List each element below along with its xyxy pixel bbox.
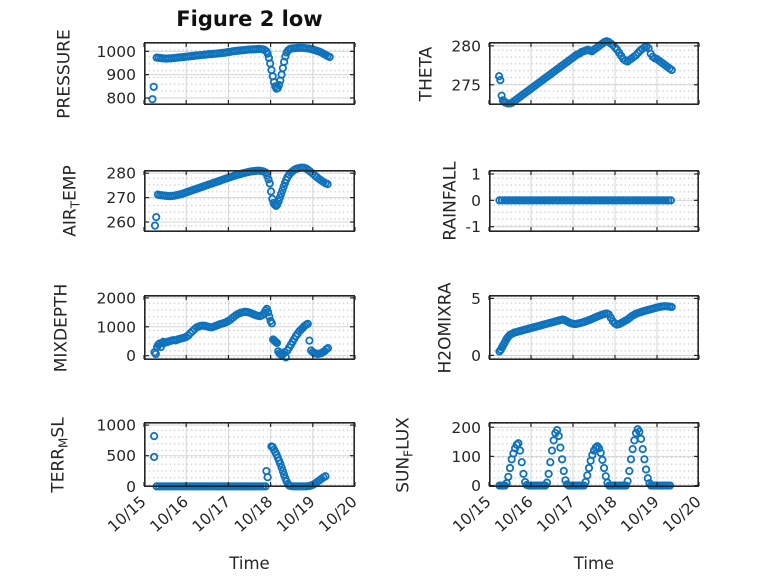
subplot-air-temp: 260 270 280 AIRTEMP: [60, 163, 356, 237]
y-tick-label: 1000: [97, 318, 136, 336]
tick-marks: [488, 171, 700, 231]
y-tick-label: 500: [106, 447, 136, 465]
subplot-terr-msl: 0 500 1000 10/15 10/16 10/17 10/18 10/19 10/20 TE…: [48, 417, 361, 536]
x-tick-label: 10/19: [273, 493, 318, 536]
plot-area: -1 0 1: [466, 165, 700, 236]
tick-marks: [143, 43, 356, 104]
tick-marks: [143, 423, 356, 487]
y-tick-label: 1: [471, 165, 481, 183]
y-axis-label: RAINFALL: [440, 161, 461, 241]
y-tick-label: 200: [451, 419, 481, 437]
figure-title: Figure 2 low: [176, 7, 323, 31]
y-tick-label: 280: [106, 165, 136, 183]
data-series: [150, 304, 333, 362]
axes-box: [489, 422, 699, 488]
data-series: [495, 196, 675, 205]
x-tick-label: 10/16: [147, 493, 192, 536]
minor-grid: [144, 295, 355, 360]
major-grid: [144, 422, 355, 487]
x-tick-label: 10/20: [659, 493, 704, 536]
y-tick-label: 1000: [97, 417, 136, 435]
data-series: [150, 163, 332, 230]
x-tick-label: 10/15: [104, 493, 149, 536]
plot-area: 0 1000 2000: [97, 289, 356, 365]
y-tick-label: 270: [106, 189, 136, 207]
y-tick-label: 5: [471, 290, 481, 308]
x-tick-label: 10/15: [449, 493, 494, 536]
y-tick-label: 0: [126, 478, 136, 496]
y-axis-label: THETA: [416, 46, 437, 101]
y-axis-label: MIXDEPTH: [51, 283, 72, 372]
y-tick-label: 260: [106, 213, 136, 231]
y-tick-label: -1: [466, 218, 481, 236]
y-tick-label: 900: [106, 66, 136, 84]
y-tick-label: 0: [471, 477, 481, 495]
tick-marks: [488, 296, 700, 359]
subplot-mixdepth: 0 1000 2000 MIXDEPTH: [52, 283, 356, 372]
x-tick-label: 10/16: [491, 493, 536, 536]
axes-box: [489, 170, 699, 233]
axes-box: [144, 170, 355, 233]
major-grid: [489, 422, 699, 487]
tick-marks: [488, 43, 700, 104]
tick-marks: [143, 171, 356, 231]
x-tick-label: 10/20: [315, 493, 360, 536]
axes-box: [144, 295, 355, 361]
axes-box: [489, 295, 699, 361]
axes-box: [489, 42, 699, 106]
y-tick-label: 275: [451, 76, 481, 94]
axes-box: [144, 422, 355, 488]
x-tick-label: 10/17: [533, 493, 578, 536]
subplot-pressure: 800 900 1000 PRESSURE: [55, 29, 356, 118]
y-axis-label: H2OMIXRA: [435, 281, 456, 374]
major-grid: [489, 295, 699, 360]
plot-area: 275 280: [451, 37, 700, 108]
x-axis-label-right: Time: [573, 554, 615, 573]
data-series: [148, 43, 334, 104]
y-tick-label: 280: [451, 37, 481, 55]
y-tick-label: 1000: [97, 43, 136, 61]
subplot-rainfall: -1 0 1 RAINFALL: [441, 161, 700, 241]
y-axis-label: PRESSURE: [54, 28, 75, 119]
subplot-h2omixra: 0 5 H2OMIXRA: [436, 282, 700, 373]
y-tick-label: 800: [106, 90, 136, 108]
plot-area: 260 270 280: [106, 163, 356, 233]
subplot-sun-flux: 0 100 200 10/15 10/16 10/17 10/18 10/19 10/20 SUN…: [393, 417, 704, 536]
tick-marks: [143, 296, 356, 359]
data-series: [494, 37, 676, 108]
y-tick-label: 100: [451, 448, 481, 466]
y-axis-label: AIRTEMP: [60, 165, 83, 237]
y-tick-label: 0: [471, 192, 481, 210]
x-tick-label: 10/17: [189, 493, 234, 536]
y-tick-label: 2000: [97, 289, 136, 307]
x-tick-label: 10/19: [617, 493, 662, 536]
y-tick-label: 0: [126, 347, 136, 365]
x-tick-label: 10/18: [575, 493, 620, 536]
x-tick-label: 10/18: [231, 493, 276, 536]
tick-marks: [488, 423, 700, 487]
y-axis-label: SUNFLUX: [393, 416, 416, 493]
axes-box: [144, 42, 355, 106]
x-axis-label-left: Time: [229, 554, 270, 573]
plot-area: 800 900 1000: [97, 42, 356, 108]
data-series: [495, 302, 676, 356]
subplot-theta: 275 280 THETA: [417, 37, 700, 108]
y-axis-label: TERRMSL: [48, 416, 71, 493]
plot-area: 05: [471, 290, 700, 365]
y-tick-label: 0: [471, 347, 481, 365]
